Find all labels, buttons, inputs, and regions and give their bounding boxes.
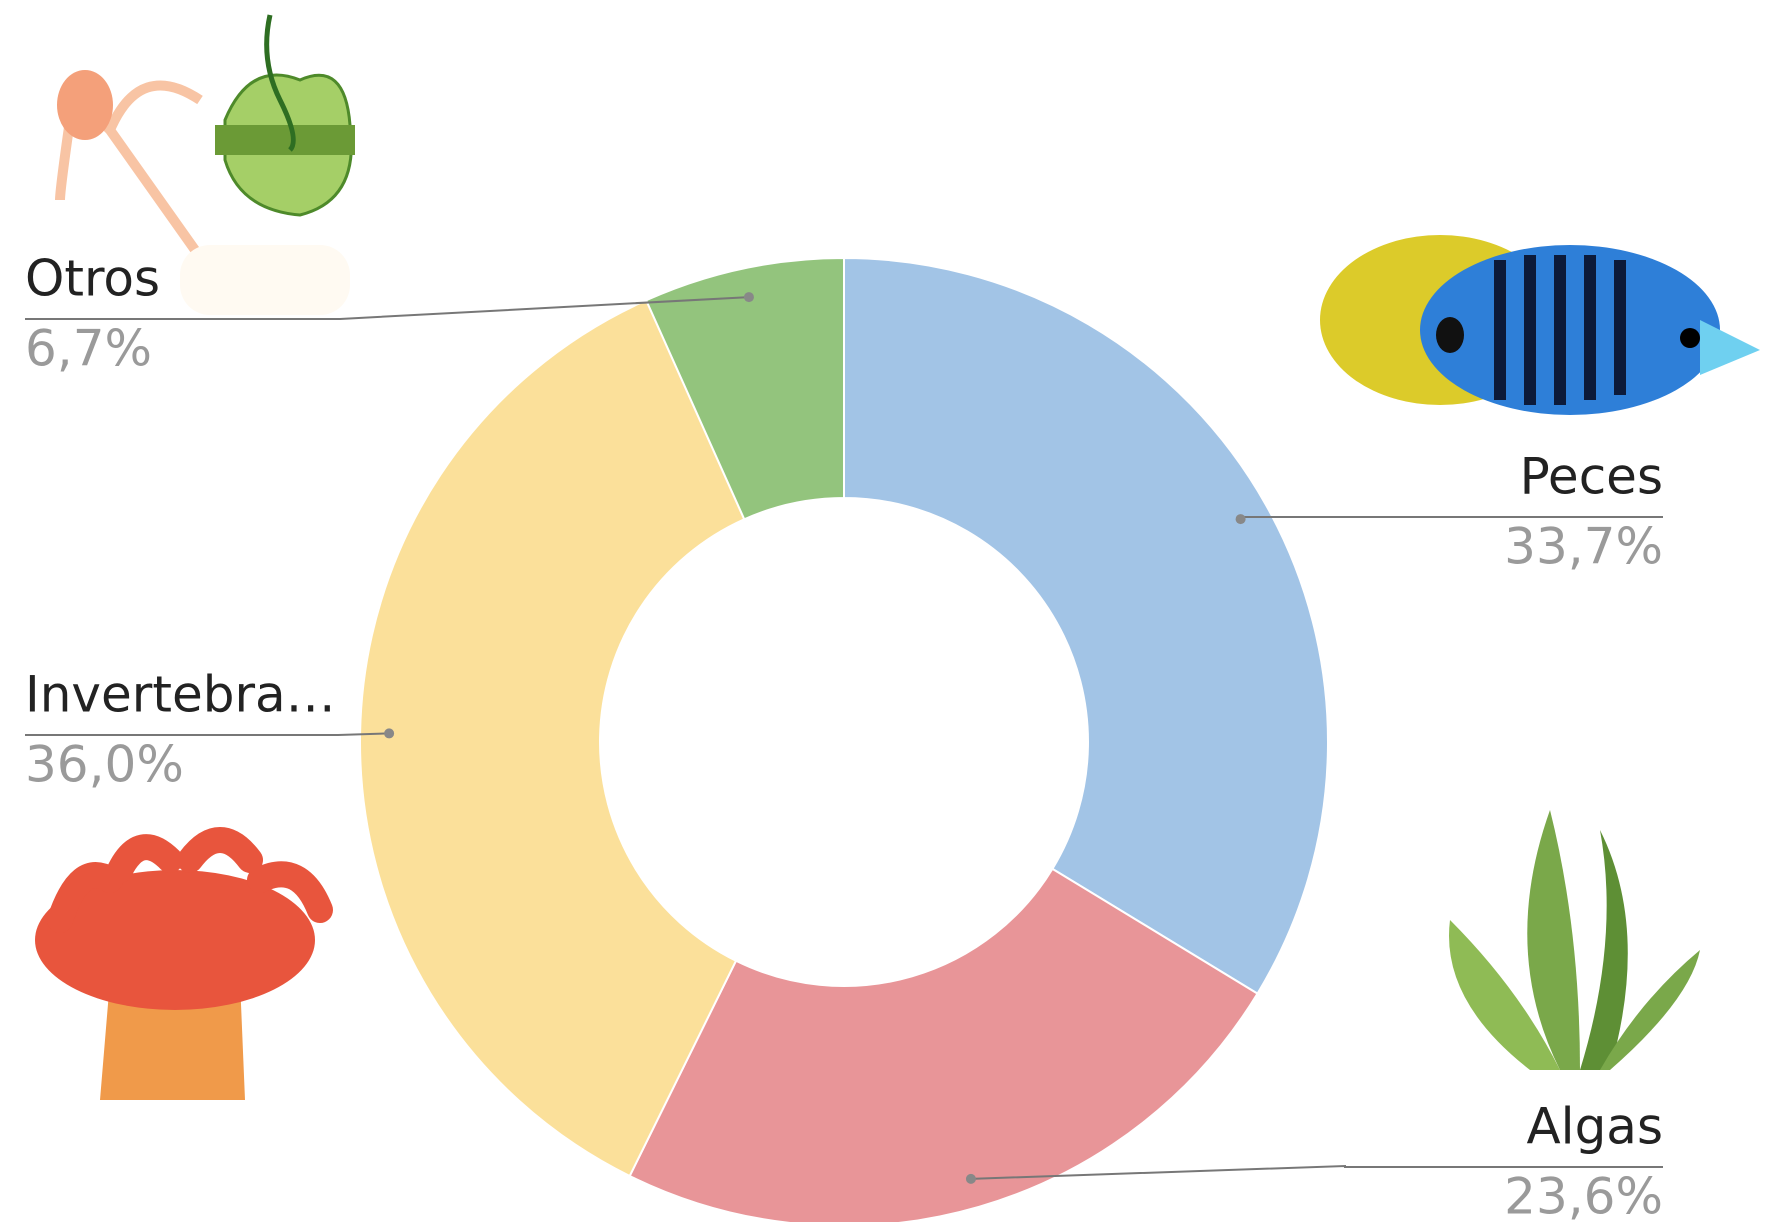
leader-dot bbox=[384, 728, 394, 738]
slice-label: Invertebra… bbox=[25, 666, 336, 724]
leader-dot bbox=[744, 292, 754, 302]
slice-label: Otros bbox=[25, 250, 160, 308]
value-label: 33,7% bbox=[1504, 518, 1663, 576]
value-label: 36,0% bbox=[25, 736, 184, 794]
anemone-illustration bbox=[35, 840, 320, 1100]
value-label: 23,6% bbox=[1504, 1168, 1663, 1222]
slice bbox=[844, 258, 1328, 994]
leader-dot bbox=[966, 1174, 976, 1184]
leader-dot bbox=[1236, 514, 1246, 524]
slice bbox=[360, 300, 744, 1176]
seaweed-illustration bbox=[1449, 810, 1700, 1070]
slice-label: Algas bbox=[1526, 1098, 1663, 1156]
slice-label: Peces bbox=[1520, 448, 1663, 506]
chart: Peces 33,7% Algas 23,6% Invertebra… 36,0% Otro… bbox=[0, 0, 1767, 1222]
fish-illustration bbox=[1320, 235, 1760, 415]
value-label: 6,7% bbox=[25, 320, 152, 378]
